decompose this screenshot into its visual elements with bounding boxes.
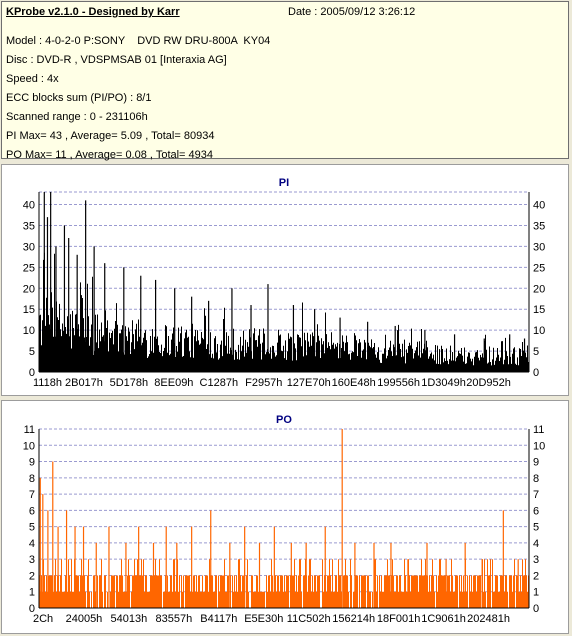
ecc-blocks: ECC blocks sum (PI/PO) : 8/1	[6, 92, 151, 104]
pi-x-tick: 199556h	[377, 377, 420, 389]
po-y-tick-right: 10	[533, 440, 545, 452]
po-x-tick: 83557h	[156, 613, 193, 625]
pi-y-tick-right: 10	[533, 325, 545, 337]
scan-speed: Speed : 4x	[6, 73, 59, 85]
po-x-tick: 1C9061h	[421, 613, 466, 625]
pi-y-tick-left: 5	[29, 346, 35, 358]
po-y-tick-right: 0	[533, 603, 539, 615]
app-title: KProbe v2.1.0 - Designed by Karr	[6, 6, 180, 18]
po-y-tick-left: 8	[29, 473, 35, 485]
scan-date: Date : 2005/09/12 3:26:12	[288, 6, 415, 18]
pi-x-tick: F2957h	[245, 377, 282, 389]
po-y-tick-left: 1	[29, 587, 35, 599]
pi-y-tick-left: 10	[23, 325, 35, 337]
pi-y-tick-right: 30	[533, 241, 545, 253]
po-y-tick-left: 10	[23, 440, 35, 452]
po-y-tick-right: 1	[533, 587, 539, 599]
po-y-tick-left: 5	[29, 522, 35, 534]
pi-y-tick-right: 35	[533, 220, 545, 232]
pi-x-tick: 127E70h	[287, 377, 331, 389]
po-bar-series	[40, 559, 529, 608]
po-y-tick-right: 7	[533, 489, 539, 501]
po-chart-title: PO	[276, 414, 292, 426]
po-x-tick: 24005h	[66, 613, 103, 625]
pi-x-tick: 5D178h	[110, 377, 149, 389]
pi-y-tick-right: 25	[533, 262, 545, 274]
pi-chart-panel: PI 0 0 5 5 10 10 15 15 20 20 25 25 30 30 35 35 40 40 1118h 2…	[1, 164, 569, 396]
pi-y-tick-right: 40	[533, 200, 545, 212]
pi-y-tick-left: 30	[23, 241, 35, 253]
pi-y-tick-left: 20	[23, 283, 35, 295]
drive-model: Model : 4-0-2-0 P:SONY DVD RW DRU-800A K…	[6, 35, 270, 47]
po-x-tick: E5E30h	[244, 613, 283, 625]
pi-y-tick-left: 40	[23, 200, 35, 212]
po-y-tick-left: 11	[24, 424, 35, 436]
po-y-tick-right: 8	[533, 473, 539, 485]
po-x-tick: 2Ch	[33, 613, 53, 625]
pi-x-tick: 8EE09h	[154, 377, 193, 389]
po-y-tick-left: 9	[29, 457, 35, 469]
pi-y-tick-left: 35	[23, 220, 35, 232]
pi-y-tick-left: 15	[23, 304, 35, 316]
po-y-tick-right: 3	[533, 554, 539, 566]
po-y-tick-right: 5	[533, 522, 539, 534]
pi-x-tick: 1118h	[33, 377, 62, 389]
po-y-tick-right: 4	[533, 538, 539, 550]
pi-stats: PI Max= 43 , Average= 5.09 , Total= 8093…	[6, 130, 214, 142]
po-x-tick: 202481h	[467, 613, 510, 625]
po-x-tick: 11C502h	[287, 613, 331, 625]
po-y-tick-right: 11	[533, 424, 544, 436]
po-y-tick-left: 2	[29, 570, 35, 582]
po-y-tick-right: 2	[533, 570, 539, 582]
pi-x-tick: 1D3049h	[421, 377, 466, 389]
po-y-tick-left: 7	[29, 489, 35, 501]
po-y-tick-left: 3	[29, 554, 35, 566]
pi-y-tick-right: 20	[533, 283, 545, 295]
pi-y-tick-right: 0	[533, 367, 539, 379]
po-x-tick: B4117h	[200, 613, 237, 625]
pi-y-tick-right: 15	[533, 304, 545, 316]
po-y-tick-right: 9	[533, 457, 539, 469]
pi-x-tick: C1287h	[200, 377, 239, 389]
po-chart-panel: PO 0 0 1 1 2 2 3 3 4 4 5 5 6 6 7 7 8 8 9 9 10 10 11 11 2Ch 24005h 5…	[1, 400, 569, 634]
pi-x-tick: 2B017h	[65, 377, 103, 389]
pi-x-tick: 160E48h	[332, 377, 376, 389]
po-x-tick: 54013h	[111, 613, 148, 625]
po-stats: PO Max= 11 , Average= 0.08 , Total= 4934	[6, 149, 213, 161]
po-y-tick-left: 6	[29, 505, 35, 517]
scan-info-panel: KProbe v2.1.0 - Designed by Karr Date : …	[1, 1, 569, 159]
disc-info: Disc : DVD-R , VDSPMSAB 01 [Interaxia AG…	[6, 54, 227, 66]
pi-y-tick-right: 5	[533, 346, 539, 358]
po-y-tick-left: 4	[29, 538, 35, 550]
pi-x-tick: 20D952h	[466, 377, 511, 389]
scanned-range: Scanned range : 0 - 231106h	[6, 111, 148, 123]
pi-chart-title: PI	[279, 177, 289, 189]
po-x-tick: 156214h	[332, 613, 375, 625]
pi-y-tick-left: 25	[23, 262, 35, 274]
po-x-tick: 18F001h	[377, 613, 420, 625]
po-y-tick-right: 6	[533, 505, 539, 517]
